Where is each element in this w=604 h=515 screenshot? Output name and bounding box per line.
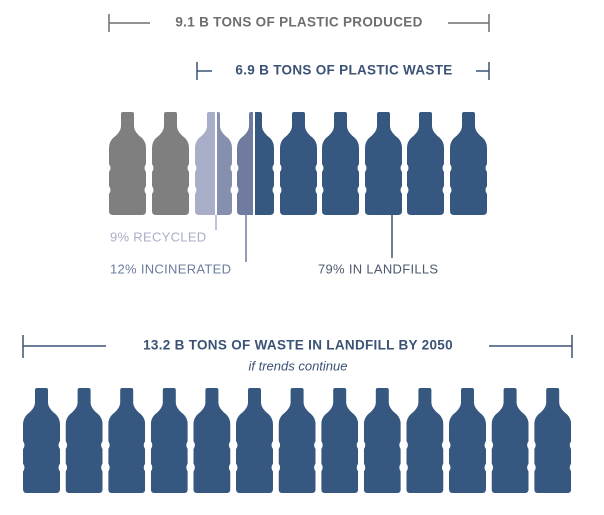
bottle-fill — [449, 388, 486, 494]
bottle — [450, 112, 487, 215]
bottle — [108, 388, 146, 494]
bottle — [534, 388, 572, 494]
bottle — [406, 388, 444, 494]
bottle-fill — [321, 388, 359, 494]
bottle-fill — [109, 112, 146, 215]
bottle — [23, 388, 60, 494]
bottle-fill — [150, 388, 188, 494]
bottle — [365, 112, 402, 215]
incinerated-label: 12% INCINERATED — [110, 261, 231, 276]
bottle-fill — [217, 112, 232, 215]
bottle — [491, 388, 529, 494]
produced-label: 9.1 B TONS OF PLASTIC PRODUCED — [175, 15, 422, 30]
bottle-fill — [365, 112, 402, 215]
bottle-fill — [152, 112, 189, 215]
bottle-body — [322, 112, 359, 215]
bottle-fill — [407, 112, 444, 215]
produced-bracket — [108, 14, 490, 32]
bottle-body — [193, 388, 231, 494]
future-bracket — [22, 335, 573, 358]
bottle — [152, 112, 189, 215]
bottle — [407, 112, 444, 215]
bottle-body — [449, 388, 486, 494]
bottle-body — [236, 388, 273, 494]
waste-bracket — [196, 62, 490, 80]
bottle-row — [109, 112, 487, 215]
bottle-body — [237, 112, 274, 215]
bottle-body — [150, 388, 188, 494]
bottle-body — [363, 388, 401, 494]
bottle-fill — [278, 388, 316, 494]
bottle-body — [65, 388, 103, 494]
bottle-fill — [450, 112, 487, 215]
bottle-body — [407, 112, 444, 215]
bottle-body — [23, 388, 60, 494]
bottle-fill — [322, 112, 359, 215]
bottle — [280, 112, 317, 215]
bottle-fill — [280, 112, 317, 215]
bottle-fill — [65, 388, 103, 494]
bottle-body — [108, 388, 146, 494]
bottle — [322, 112, 359, 215]
bottle — [236, 388, 273, 494]
bottle — [321, 388, 359, 494]
bottle-body — [321, 388, 359, 494]
bottle-fill — [406, 388, 444, 494]
bottle — [363, 388, 401, 494]
bottle-body — [195, 112, 232, 215]
bottle — [449, 388, 486, 494]
bottle — [195, 112, 232, 215]
bottle-fill — [108, 388, 146, 494]
bottle-fill — [363, 388, 401, 494]
bottle-body — [278, 388, 316, 494]
bottle-fill — [195, 112, 215, 215]
bottle — [109, 112, 146, 215]
bottle-row — [23, 388, 572, 494]
bottle — [150, 388, 188, 494]
landfill-label: 79% IN LANDFILLS — [318, 261, 438, 276]
bottle-body — [365, 112, 402, 215]
bottle-body — [406, 388, 444, 494]
bottle-fill — [23, 388, 60, 494]
bottle — [65, 388, 103, 494]
bottle — [278, 388, 316, 494]
bottle-body — [152, 112, 189, 215]
bottle-body — [534, 388, 572, 494]
bottle-fill — [236, 388, 273, 494]
bottle-fill — [491, 388, 529, 494]
bottle-body — [109, 112, 146, 215]
bottle — [193, 388, 231, 494]
bottle — [237, 112, 274, 215]
bottle-fill — [237, 112, 253, 215]
bottle-body — [450, 112, 487, 215]
bottle-fill — [534, 388, 572, 494]
recycled-label: 9% RECYCLED — [110, 229, 207, 244]
bottle-body — [280, 112, 317, 215]
future-note: if trends continue — [248, 358, 347, 373]
bottle-fill — [193, 388, 231, 494]
waste-label: 6.9 B TONS OF PLASTIC WASTE — [235, 63, 452, 78]
bottle-fill — [255, 112, 274, 215]
future-label: 13.2 B TONS OF WASTE IN LANDFILL BY 2050 — [143, 338, 453, 353]
bottle-body — [491, 388, 529, 494]
